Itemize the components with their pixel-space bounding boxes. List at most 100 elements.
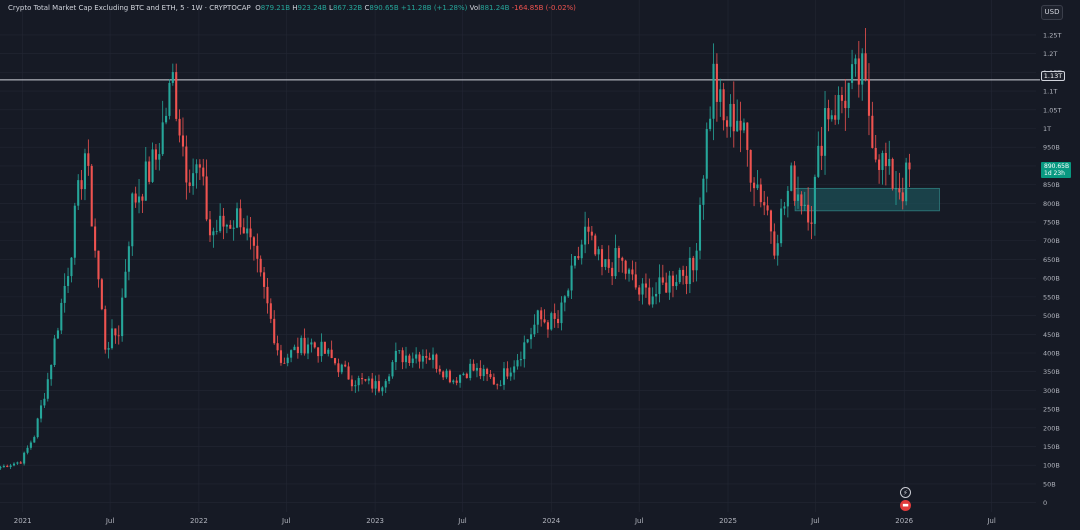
candle-body <box>347 366 350 380</box>
candle-body <box>725 120 729 127</box>
candle-body <box>617 248 620 258</box>
candle-body <box>313 342 316 348</box>
y-tick-label: 550B <box>1043 293 1060 301</box>
x-tick-label: Jul <box>810 517 820 525</box>
candle-body <box>87 153 90 166</box>
candle-body <box>323 341 326 354</box>
y-tick-label: 250B <box>1043 406 1060 414</box>
y-tick-label: 200B <box>1043 424 1060 432</box>
candle-body <box>181 135 185 147</box>
change-value: +11.28B (+1.28%) <box>400 4 468 12</box>
y-tick-label: 400B <box>1043 349 1060 357</box>
candle-body <box>80 180 83 190</box>
open-label: O <box>255 4 261 12</box>
candle-body <box>874 147 877 160</box>
candle-body <box>668 275 671 293</box>
y-tick-label: 950B <box>1043 144 1060 152</box>
candle-body <box>857 58 860 85</box>
candle-body <box>94 226 97 251</box>
candle-body <box>611 267 614 277</box>
candle-body <box>276 343 279 351</box>
candle-body <box>333 358 337 364</box>
candle-body <box>23 452 26 464</box>
candle-body <box>540 310 543 320</box>
candle-body <box>83 153 87 190</box>
candle-body <box>695 250 698 271</box>
candle-body <box>644 283 647 288</box>
candle-body <box>533 324 536 335</box>
candle-body <box>263 272 266 287</box>
candle-body <box>165 115 168 123</box>
currency-button[interactable]: USD <box>1041 5 1063 20</box>
candle-body <box>344 364 347 367</box>
candle-body <box>235 208 239 228</box>
candle-body <box>350 379 353 387</box>
candle-body <box>766 205 769 211</box>
candle-body <box>661 277 664 283</box>
candle-body <box>739 120 742 131</box>
candle-body <box>67 276 70 286</box>
high-label: H <box>292 4 298 12</box>
candle-body <box>269 303 272 319</box>
candle-body <box>864 53 867 80</box>
candle-body <box>529 334 533 340</box>
candle-body <box>793 165 796 201</box>
candle-body <box>648 287 651 305</box>
candle-body <box>327 349 330 354</box>
candle-body <box>148 161 151 182</box>
candle-body <box>266 286 269 304</box>
candle-body <box>685 275 688 284</box>
y-tick-label: 350B <box>1043 368 1060 376</box>
candle-body <box>33 437 36 443</box>
candle-body <box>888 158 891 167</box>
candle-body <box>161 122 164 155</box>
candle-body <box>364 379 367 381</box>
bar-countdown: 1d 23h <box>1044 170 1065 177</box>
candle-body <box>475 367 479 371</box>
candle-body <box>97 250 100 280</box>
candle-body <box>357 378 360 386</box>
candle-body <box>817 145 820 177</box>
y-tick-label: 450B <box>1043 331 1060 339</box>
candle-body <box>465 373 468 379</box>
candle-body <box>587 226 590 232</box>
candle-body <box>239 208 242 228</box>
candle-body <box>638 287 641 295</box>
candle-body <box>678 269 681 283</box>
candle-body <box>557 318 560 324</box>
candle-body <box>354 385 357 387</box>
candle-body <box>536 310 539 325</box>
candle-body <box>796 194 800 201</box>
candle-body <box>584 226 587 245</box>
candle-body <box>171 72 174 83</box>
close-value: 890.65B <box>369 4 399 12</box>
candle-body <box>202 167 205 177</box>
candle-body <box>2 465 5 468</box>
candle-body <box>905 162 908 202</box>
economic-event-flag-icon[interactable]: ▬ <box>900 500 911 511</box>
candle-body <box>384 381 387 388</box>
candle-body <box>431 354 435 360</box>
candle-body <box>303 337 306 354</box>
candle-body <box>854 58 857 65</box>
candle-body <box>110 328 114 349</box>
candle-body <box>435 354 438 369</box>
candle-body <box>499 384 502 386</box>
candle-body <box>732 103 735 132</box>
candle-body <box>36 418 39 438</box>
candle-body <box>580 244 583 259</box>
candle-body <box>107 348 110 350</box>
candle-body <box>884 153 887 167</box>
candle-body <box>121 297 124 337</box>
candle-body <box>205 176 208 220</box>
candle-body <box>665 282 668 293</box>
candle-body <box>252 237 255 246</box>
candle-body <box>834 115 837 120</box>
candle-body <box>374 381 377 389</box>
candle-body <box>256 245 259 259</box>
y-tick-label: 700B <box>1043 237 1060 245</box>
symbol-title[interactable]: Crypto Total Market Cap Excluding BTC an… <box>8 4 251 12</box>
candle-body <box>310 342 313 345</box>
lightning-event-icon[interactable]: ⚡ <box>900 487 911 498</box>
